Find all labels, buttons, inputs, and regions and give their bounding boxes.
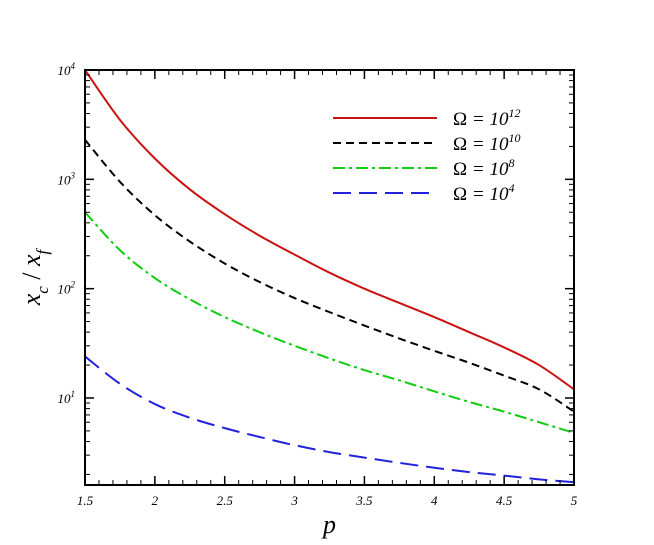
x-tick-label: 3 — [290, 493, 298, 508]
x-tick-label: 4.5 — [496, 493, 513, 508]
legend-label: Ω = 1010 — [453, 131, 520, 155]
y-tick-label: 101 — [58, 389, 76, 406]
series-line-2 — [85, 211, 574, 434]
y-tick-labels: 101 102 103 104 — [58, 61, 76, 406]
y-tick-label: 102 — [58, 280, 76, 297]
x-tick-label: 1.5 — [77, 493, 94, 508]
legend-label: Ω = 108 — [453, 156, 514, 180]
plot-frame — [84, 69, 575, 486]
x-tick-labels: 1.5 2 2.5 3 3.5 4 4.5 5 — [77, 493, 578, 508]
legend-label: Ω = 104 — [453, 181, 514, 205]
y-tick-label: 103 — [58, 170, 76, 187]
series-layer — [85, 70, 574, 484]
ticks-layer — [84, 69, 575, 485]
x-tick-label: 2 — [152, 493, 159, 508]
series-line-0 — [85, 70, 574, 391]
x-tick-label: 5 — [571, 493, 578, 508]
series-line-3 — [85, 355, 574, 484]
y-tick-label: 104 — [58, 61, 76, 78]
legend-label: Ω = 1012 — [453, 106, 520, 130]
x-axis-title: p — [321, 510, 336, 539]
series-line-1 — [85, 139, 574, 413]
x-tick-label: 4 — [431, 493, 438, 508]
y-axis-title: xc / xf — [17, 247, 52, 306]
x-tick-label: 3.5 — [355, 493, 373, 508]
y-axis-title-text: xc / xf — [17, 247, 52, 306]
x-tick-label: 2.5 — [217, 493, 234, 508]
